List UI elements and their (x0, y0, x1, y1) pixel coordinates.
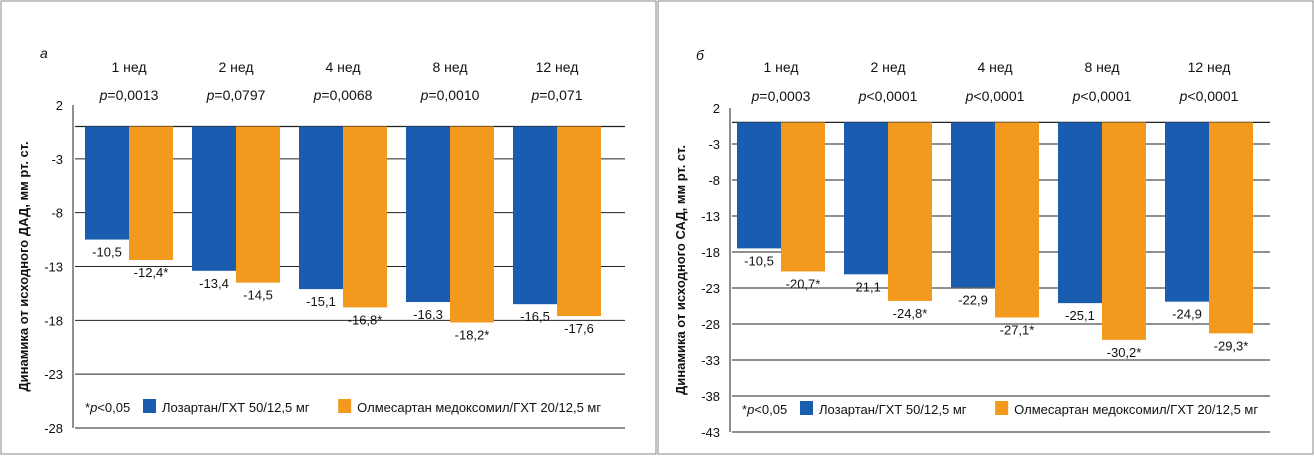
y-tick-label: -23 (701, 281, 720, 296)
y-tick-label: -8 (708, 173, 720, 188)
bar-losartan (299, 126, 343, 290)
p-value-label: p<0,0001 (858, 88, 918, 104)
legend-swatch (143, 399, 156, 413)
data-label: -29,3* (1214, 338, 1249, 353)
p-value-label: p=0,0003 (751, 88, 811, 104)
bar-olmesartan (995, 122, 1039, 318)
legend-entry: Олмесартан медоксомил/ГХТ 20/12,5 мг (1014, 402, 1258, 417)
data-label: -25,1 (1065, 308, 1095, 323)
legend-note: *p<0,05 (85, 400, 130, 415)
data-label: -16,5 (520, 309, 550, 324)
bar-losartan (513, 126, 557, 305)
bar-olmesartan (450, 126, 494, 323)
y-tick-label: -23 (44, 367, 63, 382)
bar-olmesartan (236, 126, 280, 283)
bar-olmesartan (343, 126, 387, 308)
p-value-label: p<0,0001 (1179, 88, 1239, 104)
bar-olmesartan (1209, 122, 1253, 334)
p-value-label: p<0,0001 (1072, 88, 1132, 104)
y-tick-label: -28 (701, 317, 720, 332)
legend-swatch (995, 401, 1009, 415)
category-label: 2 нед (218, 59, 253, 75)
panel-a-frame (0, 0, 657, 455)
legend-entry: Лозартан/ГХТ 50/12,5 мг (162, 400, 310, 415)
legend-entry: Олмесартан медоксомил/ГХТ 20/12,5 мг (357, 400, 601, 415)
panel-b-frame (657, 0, 1314, 455)
bar-olmesartan (1102, 122, 1146, 340)
y-tick-label: -43 (701, 425, 720, 440)
bar-olmesartan (888, 122, 932, 301)
p-value-label: p=0,071 (530, 87, 582, 103)
p-value-label: p=0,0797 (206, 87, 266, 103)
data-label: -14,5 (243, 288, 273, 303)
y-axis-label: Динамика от исходного САД, мм рт. ст. (673, 145, 688, 395)
data-label: -10,5 (92, 245, 122, 260)
y-axis-label: Динамика от исходного ДАД, мм рт. ст. (16, 141, 31, 391)
y-tick-label: -28 (44, 421, 63, 436)
p-value-label: p=0,0068 (313, 87, 373, 103)
data-label: -13,4 (199, 276, 229, 291)
data-label: -24,9 (1172, 307, 1202, 322)
category-label: 8 нед (432, 59, 467, 75)
bar-losartan (951, 122, 995, 288)
data-label: -10,5 (744, 253, 774, 268)
data-label: -22,9 (958, 292, 988, 307)
panel-a: а Динамика от исходного ДАД, мм рт. ст. 2 -… (16, 45, 625, 436)
legend-swatch (800, 401, 813, 415)
p-value-label: p=0,0010 (420, 87, 480, 103)
y-tick-label: -38 (701, 389, 720, 404)
panel-label: а (40, 45, 48, 61)
y-tick-label: -8 (51, 206, 63, 221)
data-label: -21,1 (851, 279, 881, 294)
legend-note: *p<0,05 (742, 402, 787, 417)
category-label: 1 нед (111, 59, 146, 75)
data-label: -27,1* (1000, 323, 1035, 338)
bar-losartan (1165, 122, 1209, 302)
data-label: -17,6 (564, 321, 594, 336)
y-tick-label: -18 (701, 245, 720, 260)
data-label: -18,2* (455, 327, 490, 342)
y-tick-label: 2 (713, 101, 720, 116)
p-value-label: p<0,0001 (965, 88, 1025, 104)
y-tick-label: -3 (51, 152, 63, 167)
bar-olmesartan (557, 126, 601, 317)
legend-swatch (338, 399, 352, 413)
data-label: -20,7* (786, 276, 821, 291)
bar-olmesartan (781, 122, 825, 272)
panel-label: б (696, 47, 705, 63)
y-tick-label: -13 (44, 260, 63, 275)
y-tick-label: -13 (701, 209, 720, 224)
bar-losartan (1058, 122, 1102, 304)
legend: *p<0,05 Лозартан/ГХТ 50/12,5 мг Олмесартан… (742, 401, 1258, 417)
category-label: 4 нед (325, 59, 360, 75)
category-label: 12 нед (536, 59, 579, 75)
bar-losartan (406, 126, 450, 303)
y-tick-label: -33 (701, 353, 720, 368)
data-label: -30,2* (1107, 345, 1142, 360)
category-label: 1 нед (763, 59, 798, 75)
y-tick-label: -3 (708, 137, 720, 152)
category-label: 12 нед (1188, 59, 1231, 75)
y-tick-label: -18 (44, 313, 63, 328)
category-label: 2 нед (870, 59, 905, 75)
panel-b: б Динамика от исходного САД, мм рт. ст. 2 -… (673, 47, 1270, 440)
data-label: -12,4* (134, 265, 169, 280)
category-label: 8 нед (1084, 59, 1119, 75)
category-label: 4 нед (977, 59, 1012, 75)
legend: *p<0,05 Лозартан/ГХТ 50/12,5 мг Олмесартан… (85, 399, 601, 415)
data-label: -15,1 (306, 294, 336, 309)
bar-losartan (737, 122, 781, 249)
bar-losartan (844, 122, 888, 275)
bar-olmesartan (129, 126, 173, 261)
legend-entry: Лозартан/ГХТ 50/12,5 мг (819, 402, 967, 417)
data-label: -16,3 (413, 307, 443, 322)
data-label: -24,8* (893, 306, 928, 321)
y-tick-label: 2 (56, 98, 63, 113)
data-label: -16,8* (348, 312, 383, 327)
bar-losartan (85, 126, 129, 240)
p-value-label: p=0,0013 (99, 87, 159, 103)
bar-losartan (192, 126, 236, 271)
